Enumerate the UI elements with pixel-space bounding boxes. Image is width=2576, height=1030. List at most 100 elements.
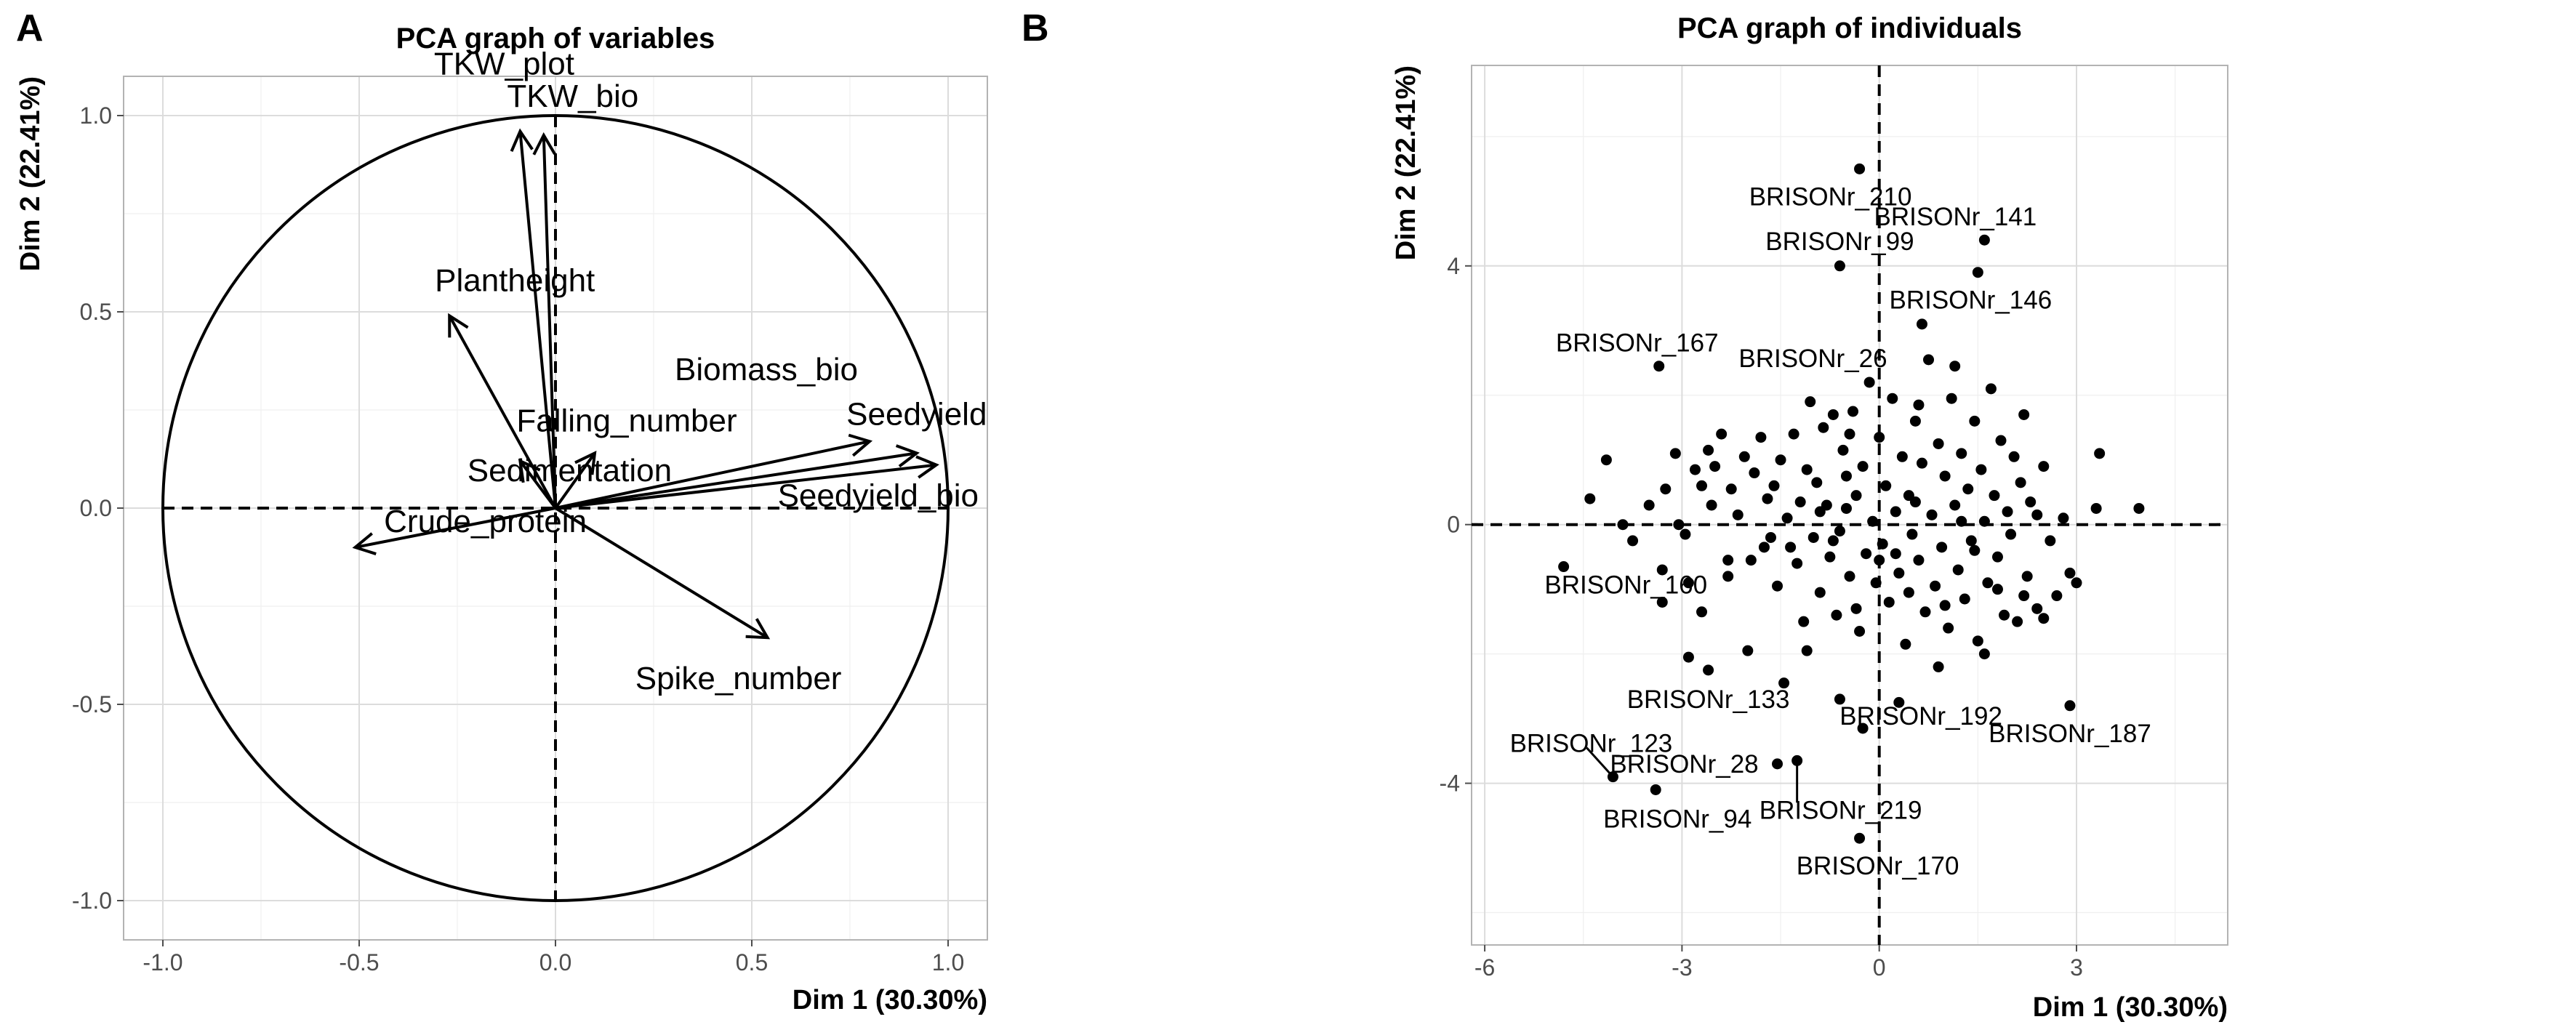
variable-label: Falling_number [516,403,737,438]
variable-label: Biomass_bio [675,352,858,387]
individual-point [2071,577,2082,589]
variable-label: Seedyield_bio [778,478,979,514]
arrow-head [518,458,541,483]
individual-point [2021,571,2033,582]
individual-point [1893,696,1905,708]
labeled-individual-point [1703,664,1714,676]
individual-point [1706,499,1717,511]
individual-point [1926,509,1938,520]
variable-label: Spike_number [635,661,842,696]
individual-point [1874,555,1885,566]
panel-b-grid [1472,65,2228,945]
individual-point [1656,564,1668,576]
x-tick-label: -1.0 [143,949,182,975]
individual-point [2008,451,2020,462]
individual-point [1558,561,1570,573]
individual-point [1765,531,1776,543]
individual-point [2031,509,2043,520]
arrow-head [745,618,771,640]
individual-point [1742,645,1754,656]
individual-point [1989,490,2000,502]
x-tick-label: 0 [1873,954,1886,981]
individual-point [1991,584,2003,595]
individual-point [2025,496,2037,508]
individual-label: BRISONr_219 [1760,796,1922,824]
individual-point [1745,555,1757,566]
individual-point [1844,428,1855,440]
individual-point [1906,528,1918,540]
individual-point [1887,393,1898,404]
labeled-individual-point [1653,361,1665,372]
variable-arrow [518,131,557,509]
variable-label: TKW_bio [507,79,638,114]
arrow-head [915,455,939,479]
panel-a-axis-ticks: -1.0 -0.5 0.0 0.5 1.0 -1.0 -0.5 0.0 0.5 1.0 [72,102,964,975]
individual-point [1962,483,1974,495]
variable-arrow [555,440,870,510]
panel-b-plot-frame [1471,65,2228,946]
panel-b: B PCA graph of individuals BRISONr_210BR… [1022,7,2228,1023]
individual-point [2051,590,2063,602]
y-tick-label: -4 [1440,771,1460,797]
individual-label: BRISONr_99 [1765,228,1914,256]
individual-point [2133,502,2145,514]
individual-point [2031,603,2043,614]
labeled-individual-point [1978,234,1990,246]
individual-point [1913,399,1925,411]
individual-point [1837,444,1849,456]
individual-point [1834,693,1845,705]
individual-point [1772,580,1783,592]
individual-point [1923,354,1935,366]
individual-point [1755,432,1767,443]
arrow-head [574,451,597,475]
individual-point [1781,512,1793,524]
individual-point [1936,542,1948,553]
individual-point [2002,506,2013,518]
individual-point [1900,638,1911,650]
labeled-individual-point [1834,260,1845,272]
arrow-head [532,132,556,156]
individual-point [1850,603,1862,614]
individual-point [1854,625,1866,637]
arrow-head [352,532,377,555]
individual-point [1758,542,1770,553]
individual-label: BRISONr_26 [1738,345,1887,373]
individual-point [1768,480,1780,491]
individual-point [1969,544,1981,556]
individual-label: BRISONr_123 [1510,730,1673,758]
individual-point [1732,509,1744,520]
variable-arrow [555,451,918,510]
individual-point [1847,406,1859,417]
individual-point [1943,622,1954,634]
individual-label: BRISONr_210 [1749,182,1912,211]
individual-point [1949,499,1961,511]
individual-point [1703,444,1714,456]
individual-point [1972,635,1983,647]
individual-point [2012,616,2023,627]
individual-point [1939,470,1951,482]
individual-points [1558,163,2145,844]
panel-b-zero-lines [1472,65,2228,945]
individual-point [1880,480,1892,491]
individual-point [1861,548,1872,560]
individual-point [1807,531,1819,543]
y-tick-label: -0.5 [72,691,112,717]
individual-point [1669,448,1681,459]
individual-label: BRISONr_170 [1797,852,1959,880]
arrow-head [448,313,469,338]
individual-point [2045,535,2056,547]
panel-b-y-axis-title: Dim 2 (22.41%) [1391,65,1421,260]
variable-arrow [448,315,557,509]
individual-point [1584,493,1596,504]
individual-label: BRISONr_94 [1603,805,1752,833]
labeled-individual-point [2064,700,2076,712]
individual-point [1909,415,1921,427]
individual-point [1939,600,1951,611]
individual-point [1919,606,1931,618]
individual-point [1827,409,1839,420]
individual-point [1909,496,1921,508]
variable-arrow [554,507,769,639]
variable-arrow [554,452,596,510]
individual-point [1840,502,1852,514]
